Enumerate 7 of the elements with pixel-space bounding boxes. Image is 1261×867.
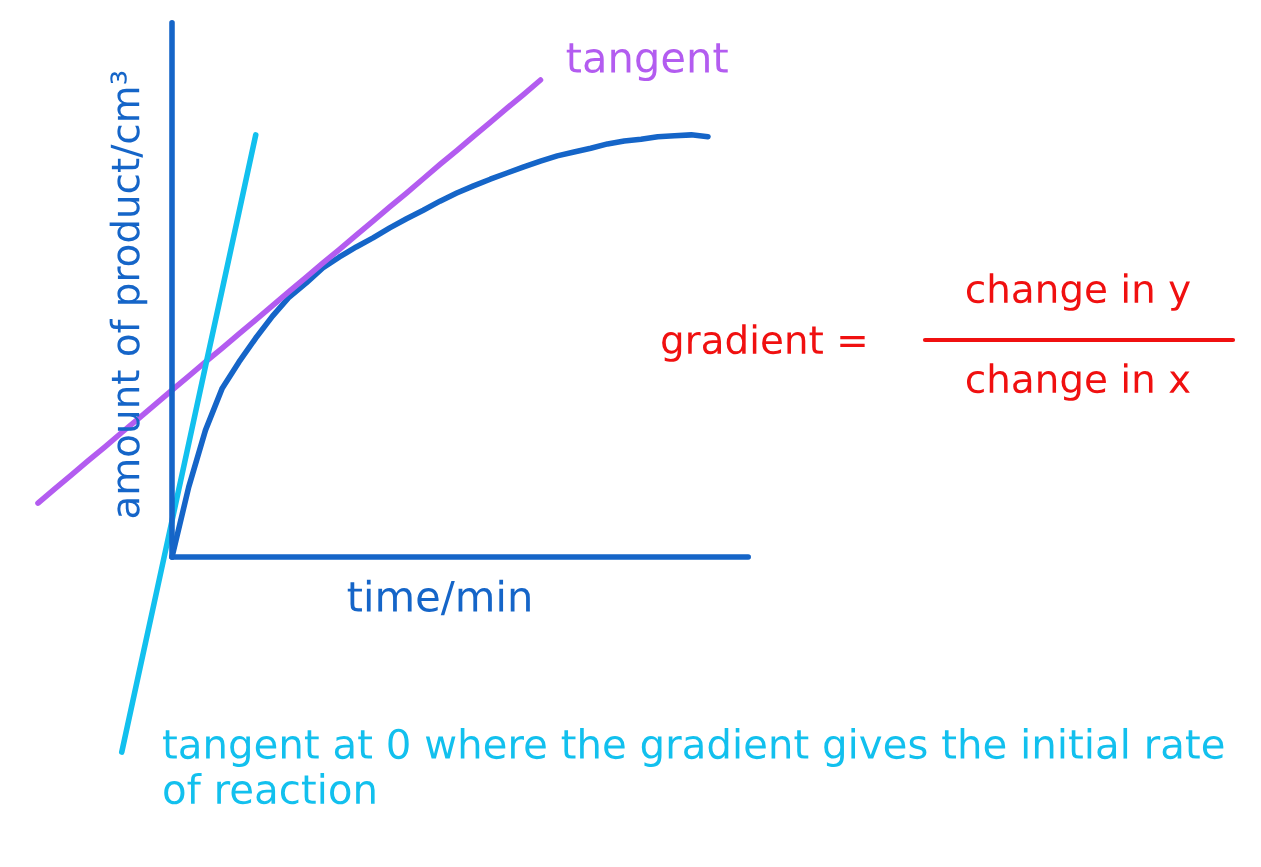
text: change in x [966,363,1190,401]
annotation: gradient = [662,324,865,362]
annotation: tangent at 0 where the gradient gives the initial rate of reaction [163,727,1224,805]
y-axis-title: amount of product/cm³ [109,71,148,518]
text: change in y [966,273,1190,311]
x-axis-title: time/min [347,579,530,616]
series-label: tangent [566,43,728,82]
